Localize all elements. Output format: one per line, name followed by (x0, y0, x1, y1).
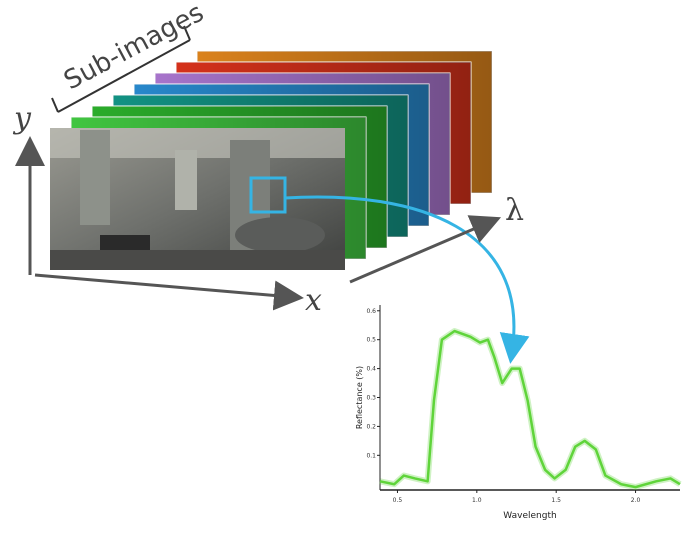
x-tick-label: 2.0 (631, 497, 641, 504)
lambda-label: λ (505, 193, 524, 228)
x-axis-title: Wavelength (503, 511, 556, 521)
y-tick-label: 0.2 (366, 423, 376, 430)
y-tick-label: 0.1 (366, 452, 376, 459)
spectrum-chart: 0.1 0.2 0.3 0.4 0.5 0.6 0.5 1.0 1.5 2.0 Wavelength… (355, 305, 680, 521)
x-label: x (305, 283, 322, 318)
y-tick-label: 0.5 (366, 337, 376, 344)
x-arrow (35, 275, 292, 297)
spectrum-line (380, 331, 680, 487)
x-tick-label: 0.5 (393, 497, 403, 504)
diagram: Sub-images y x λ 0.10.20.30.40.50.60.51.… (0, 0, 682, 535)
x-tick-label: 1.0 (472, 497, 482, 504)
photo (50, 128, 345, 270)
y-axis-title: Reflectance (%) (355, 366, 364, 429)
y-tick-label: 0.3 (366, 395, 376, 402)
y-label: y (12, 101, 32, 136)
y-tick-label: 0.4 (366, 366, 376, 373)
x-tick-label: 1.5 (551, 497, 561, 504)
y-tick-label: 0.6 (366, 308, 376, 315)
